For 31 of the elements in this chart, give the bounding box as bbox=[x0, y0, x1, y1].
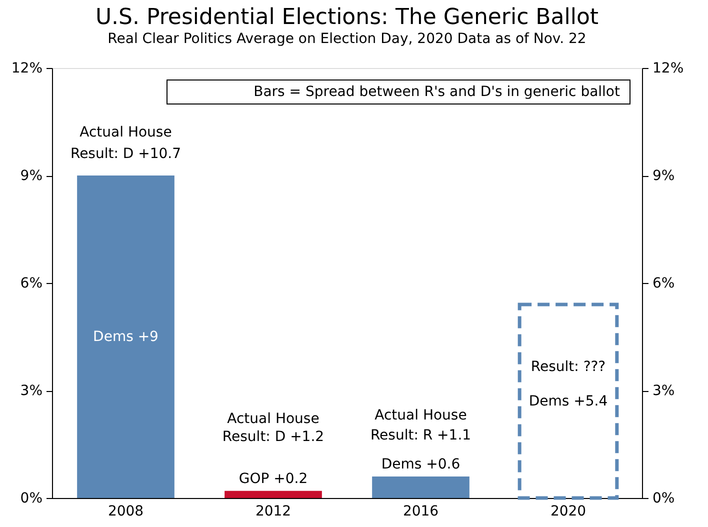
annotation: Actual House bbox=[80, 124, 172, 140]
bar bbox=[77, 176, 174, 498]
y-tick-label: 9% bbox=[20, 168, 42, 184]
data-label: Dems +5.4 bbox=[528, 393, 608, 410]
annotation: Result: ??? bbox=[530, 359, 606, 376]
chart-subtitle: Real Clear Politics Average on Election Day, 2020 Data as of Nov. 22 bbox=[108, 31, 586, 47]
chart-title: U.S. Presidential Elections: The Generic Ballot bbox=[95, 5, 599, 30]
y-tick-label: 6% bbox=[20, 276, 42, 292]
x-tick-label: 2008 bbox=[108, 504, 144, 520]
annotation: Result: D +10.7 bbox=[70, 146, 182, 162]
x-tick-label: 2016 bbox=[402, 504, 439, 520]
y-tick-label: 3% bbox=[20, 383, 42, 399]
annotation: Bars = Spread between R's and D's in generic ballot bbox=[254, 84, 620, 100]
annotation: Result: R +1.1 bbox=[370, 427, 472, 444]
y2-tick-label: 9% bbox=[652, 168, 675, 184]
y-tick-label: 0% bbox=[20, 490, 42, 506]
annotation: Result: D +1.2 bbox=[222, 429, 324, 446]
data-label: GOP +0.2 bbox=[238, 470, 308, 487]
x-tick-label: 2020 bbox=[550, 504, 586, 520]
y2-tick-label: 12% bbox=[652, 60, 684, 76]
annotation: Actual House bbox=[227, 411, 320, 428]
data-label: Dems +9 bbox=[93, 328, 158, 345]
x-tick-label: 2012 bbox=[255, 504, 292, 520]
annotation: Actual House bbox=[374, 408, 467, 424]
bar bbox=[224, 490, 322, 498]
y-tick-label: 12% bbox=[11, 60, 42, 76]
data-label: Dems +0.6 bbox=[381, 456, 460, 472]
y2-tick-label: 3% bbox=[652, 383, 675, 399]
y2-tick-label: 6% bbox=[652, 276, 675, 292]
y2-tick-label: 0% bbox=[652, 490, 675, 506]
bar bbox=[372, 476, 470, 498]
